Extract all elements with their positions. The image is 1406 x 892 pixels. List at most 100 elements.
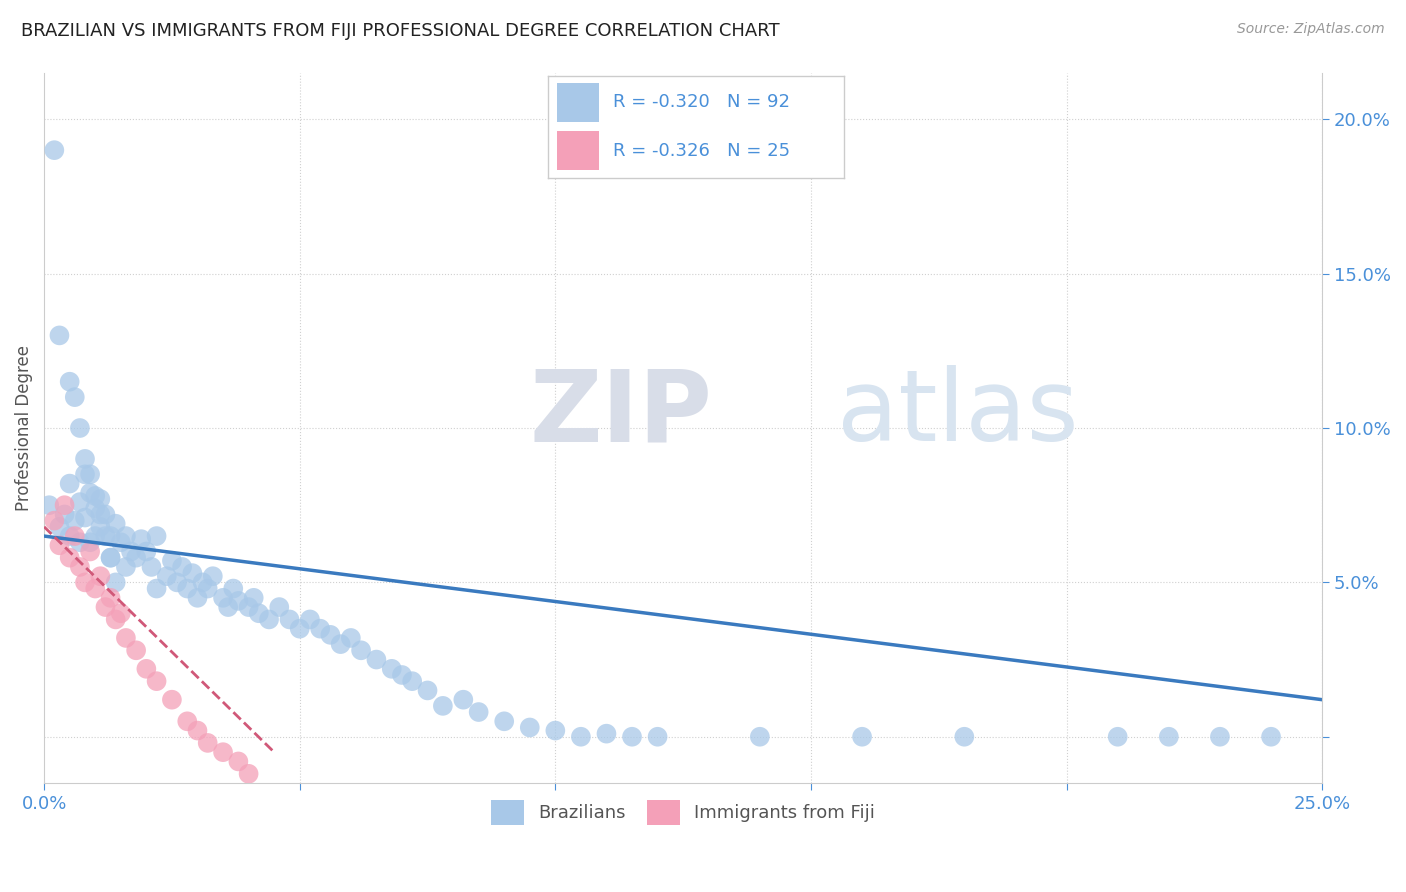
Point xyxy=(494,714,516,729)
Point xyxy=(366,652,388,666)
Point xyxy=(79,467,101,482)
Point xyxy=(84,582,107,596)
Point xyxy=(69,421,91,435)
Point xyxy=(298,612,321,626)
Point xyxy=(129,532,152,546)
Point xyxy=(73,510,96,524)
Point xyxy=(89,569,111,583)
Point xyxy=(63,514,86,528)
Point xyxy=(48,538,70,552)
Text: atlas: atlas xyxy=(837,366,1078,462)
Point xyxy=(104,516,127,531)
Point xyxy=(197,582,219,596)
Point xyxy=(73,451,96,466)
Point xyxy=(217,600,239,615)
Point xyxy=(851,730,873,744)
Point xyxy=(350,643,373,657)
Bar xyxy=(557,131,599,170)
Point xyxy=(1157,730,1180,744)
Point xyxy=(84,489,107,503)
Point xyxy=(104,612,127,626)
Point xyxy=(115,560,138,574)
Point xyxy=(416,683,439,698)
Point xyxy=(84,529,107,543)
Point xyxy=(309,622,332,636)
Point xyxy=(73,467,96,482)
Point xyxy=(59,529,82,543)
Point xyxy=(242,591,264,605)
Point xyxy=(1209,730,1232,744)
Point xyxy=(319,628,342,642)
Point xyxy=(201,569,224,583)
Point xyxy=(73,575,96,590)
Point xyxy=(391,668,413,682)
Text: R = -0.320   N = 92: R = -0.320 N = 92 xyxy=(613,94,790,112)
Point xyxy=(69,535,91,549)
Point xyxy=(63,390,86,404)
Y-axis label: Professional Degree: Professional Degree xyxy=(15,345,32,511)
Point xyxy=(89,491,111,506)
Point xyxy=(156,569,179,583)
Point xyxy=(104,575,127,590)
Point xyxy=(110,535,132,549)
Point xyxy=(172,560,194,574)
Point xyxy=(329,637,352,651)
Point xyxy=(69,495,91,509)
Point xyxy=(59,550,82,565)
Point xyxy=(141,560,163,574)
Point xyxy=(595,726,617,740)
Point xyxy=(44,143,66,157)
Point xyxy=(115,631,138,645)
Point xyxy=(247,606,270,620)
Point xyxy=(59,476,82,491)
Point xyxy=(212,745,235,759)
Point xyxy=(748,730,770,744)
Point xyxy=(186,591,208,605)
Point xyxy=(100,591,122,605)
Text: BRAZILIAN VS IMMIGRANTS FROM FIJI PROFESSIONAL DEGREE CORRELATION CHART: BRAZILIAN VS IMMIGRANTS FROM FIJI PROFES… xyxy=(21,22,780,40)
Legend: Brazilians, Immigrants from Fiji: Brazilians, Immigrants from Fiji xyxy=(482,791,884,834)
Point xyxy=(53,508,76,522)
Point xyxy=(467,705,489,719)
Point xyxy=(1107,730,1129,744)
Point xyxy=(269,600,291,615)
Point xyxy=(191,575,214,590)
Point xyxy=(212,591,235,605)
Point xyxy=(53,498,76,512)
Point xyxy=(228,755,250,769)
Point xyxy=(48,520,70,534)
Point xyxy=(621,730,644,744)
Point xyxy=(145,674,167,689)
Point xyxy=(125,550,148,565)
Point xyxy=(135,544,157,558)
Point xyxy=(401,674,423,689)
Point xyxy=(544,723,567,738)
Point xyxy=(125,643,148,657)
Text: R = -0.326   N = 25: R = -0.326 N = 25 xyxy=(613,142,790,160)
Point xyxy=(453,692,475,706)
Point xyxy=(48,328,70,343)
Point xyxy=(160,554,183,568)
Point xyxy=(186,723,208,738)
Point xyxy=(160,692,183,706)
Point xyxy=(135,662,157,676)
Point xyxy=(69,560,91,574)
Point xyxy=(257,612,280,626)
Point xyxy=(38,498,60,512)
Text: ZIP: ZIP xyxy=(530,366,713,462)
Point xyxy=(647,730,669,744)
Point xyxy=(176,714,198,729)
Point xyxy=(228,594,250,608)
Point xyxy=(110,606,132,620)
Point xyxy=(94,600,117,615)
Point xyxy=(288,622,311,636)
Text: Source: ZipAtlas.com: Source: ZipAtlas.com xyxy=(1237,22,1385,37)
Point xyxy=(100,550,122,565)
Point xyxy=(222,582,245,596)
Point xyxy=(340,631,363,645)
Point xyxy=(238,600,260,615)
Point xyxy=(145,529,167,543)
Point xyxy=(181,566,204,581)
Point xyxy=(84,501,107,516)
Point xyxy=(63,529,86,543)
